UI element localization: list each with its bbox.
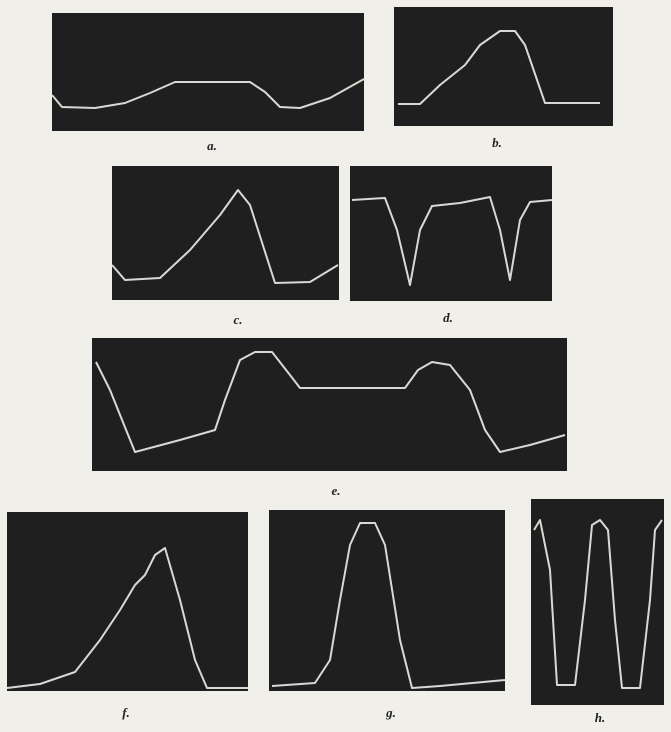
panel-h: h.: [531, 499, 664, 725]
panel-label: h.: [595, 710, 605, 725]
panel-label: g.: [385, 705, 396, 720]
panel-label: c.: [233, 312, 242, 327]
trace: [533, 519, 663, 689]
panel-g: g.: [269, 510, 506, 720]
trace: [271, 522, 506, 689]
panel-d: d.: [350, 166, 553, 325]
panel-e: e.: [92, 338, 567, 498]
panel-a: a.: [51, 13, 365, 153]
trace: [398, 30, 600, 105]
trace: [111, 189, 339, 284]
screen: [52, 13, 364, 131]
panel-label: b.: [492, 135, 502, 150]
screen: [7, 512, 248, 691]
trace: [6, 547, 248, 689]
panel-label: e.: [331, 483, 340, 498]
screen: [394, 7, 613, 126]
panel-label: a.: [207, 138, 217, 153]
screen: [269, 510, 505, 691]
screen: [350, 166, 552, 301]
trace: [95, 351, 566, 453]
panel-c: c.: [111, 166, 339, 327]
trace: [51, 78, 365, 109]
panel-f: f.: [6, 512, 248, 720]
panel-label: d.: [443, 310, 453, 325]
panel-label: f.: [122, 705, 130, 720]
trace: [351, 196, 553, 286]
screen: [92, 338, 567, 471]
panel-b: b.: [394, 7, 613, 150]
screen: [112, 166, 339, 300]
